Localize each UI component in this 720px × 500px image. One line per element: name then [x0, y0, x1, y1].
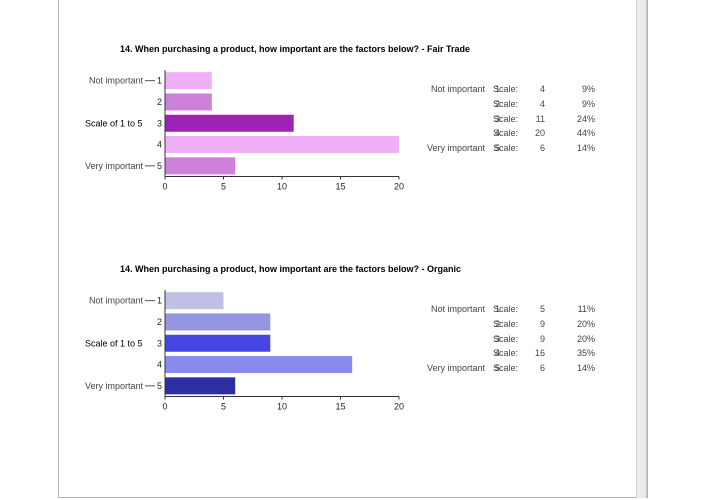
stats-count: 16 — [534, 348, 545, 359]
x-tick-label: 0 — [162, 182, 167, 192]
vertical-scrollbar[interactable] — [636, 0, 647, 498]
bar — [165, 292, 224, 310]
stats-annotation: Not important — [430, 84, 485, 94]
stats-scale-value: 2 — [495, 318, 501, 329]
category-label: 4 — [157, 140, 162, 150]
stats-percentage: 14% — [576, 143, 595, 154]
stats-scale-value: 4 — [495, 128, 501, 139]
x-tick-label: 5 — [221, 182, 226, 192]
stats-scale-label: Scale: — [492, 98, 518, 109]
stats-percentage: 9% — [581, 98, 595, 109]
x-tick-label: 5 — [221, 402, 226, 412]
stats-scale-value: 1 — [495, 304, 501, 314]
stats-percentage: 20% — [576, 333, 595, 344]
fair-trade-chart: 1 Not important 2 3 4 5 Very important Scale of… — [85, 70, 404, 192]
stats-annotation: Not important — [430, 304, 485, 314]
stats-scale-value: 4 — [495, 348, 501, 359]
bar — [165, 334, 271, 352]
stats-percentage: 20% — [576, 318, 595, 329]
stats-count: 4 — [539, 98, 545, 109]
bar — [165, 93, 212, 111]
category-annotation: Not important — [89, 296, 144, 306]
bar — [165, 356, 353, 374]
stats-scale-label: Scale: — [492, 318, 518, 329]
bar — [165, 72, 212, 90]
x-tick-label: 20 — [394, 402, 404, 412]
bar — [165, 114, 294, 132]
organic-chart: 1 Not important 2 3 4 5 Very important Scale of… — [85, 290, 404, 412]
stats-scale-value: 5 — [495, 143, 501, 154]
chart-title: 14. When purchasing a product, how impor… — [120, 264, 462, 274]
x-tick-label: 15 — [335, 182, 345, 192]
category-label: 3 — [157, 338, 162, 348]
category-annotation: Very important — [85, 161, 144, 171]
stats-percentage: 11% — [577, 304, 595, 314]
stats-scale-label: Scale: — [492, 128, 518, 139]
x-tick-label: 20 — [394, 182, 404, 192]
category-label: 1 — [157, 296, 162, 306]
bar — [165, 136, 399, 154]
category-label: 1 — [157, 76, 162, 86]
stats-scale-value: 3 — [495, 333, 501, 344]
category-label: 4 — [157, 360, 162, 370]
category-annotation: Very important — [85, 381, 144, 391]
stats-count: 11 — [535, 113, 545, 124]
x-tick-label: 15 — [335, 402, 345, 412]
stats-scale-value: 5 — [495, 363, 501, 374]
fair-trade-section: 14. When purchasing a product, how impor… — [0, 44, 720, 274]
stats-count: 6 — [539, 143, 545, 154]
stats-count: 9 — [539, 333, 545, 344]
page-frame — [58, 0, 648, 498]
bar — [165, 313, 271, 331]
category-label: 5 — [157, 381, 162, 391]
stats-annotation: Very important — [426, 363, 485, 374]
stats-count: 5 — [539, 304, 545, 314]
stats-percentage: 9% — [581, 84, 595, 94]
stats-count: 6 — [539, 363, 545, 374]
stats-scale-label: Scale: — [492, 113, 518, 124]
y-axis-label: Scale of 1 to 5 — [85, 118, 143, 128]
category-label: 2 — [157, 317, 162, 327]
x-tick-label: 0 — [162, 402, 167, 412]
stats-percentage: 44% — [576, 128, 595, 139]
stats-scale-label: Scale: — [492, 84, 518, 94]
category-label: 3 — [157, 118, 162, 128]
stats-scale-label: Scale: — [492, 333, 518, 344]
x-tick-label: 10 — [277, 402, 287, 412]
bar — [165, 377, 236, 395]
category-annotation: Not important — [89, 76, 144, 86]
stats-percentage: 35% — [576, 348, 595, 359]
chart-title: 14. When purchasing a product, how impor… — [120, 44, 471, 54]
x-tick-label: 10 — [277, 182, 287, 192]
stats-scale-label: Scale: — [492, 348, 518, 359]
category-label: 5 — [157, 161, 162, 171]
category-label: 2 — [157, 97, 162, 107]
stats-count: 9 — [539, 318, 545, 329]
stats-count: 4 — [539, 84, 545, 94]
stats-count: 20 — [534, 128, 545, 139]
stats-percentage: 24% — [576, 113, 595, 124]
frame-border — [647, 0, 648, 498]
stats-annotation: Very important — [426, 143, 485, 154]
y-axis-label: Scale of 1 to 5 — [85, 338, 143, 348]
stats-scale-value: 1 — [495, 84, 501, 94]
stats-scale-label: Scale: — [492, 143, 518, 154]
stats-scale-value: 2 — [495, 98, 501, 109]
stats-percentage: 14% — [576, 363, 595, 374]
stats-scale-label: Scale: — [492, 363, 518, 374]
bar — [165, 157, 236, 175]
stats-scale-label: Scale: — [492, 304, 518, 314]
organic-section: 14. When purchasing a product, how impor… — [0, 264, 720, 494]
stats-scale-value: 3 — [495, 113, 501, 124]
